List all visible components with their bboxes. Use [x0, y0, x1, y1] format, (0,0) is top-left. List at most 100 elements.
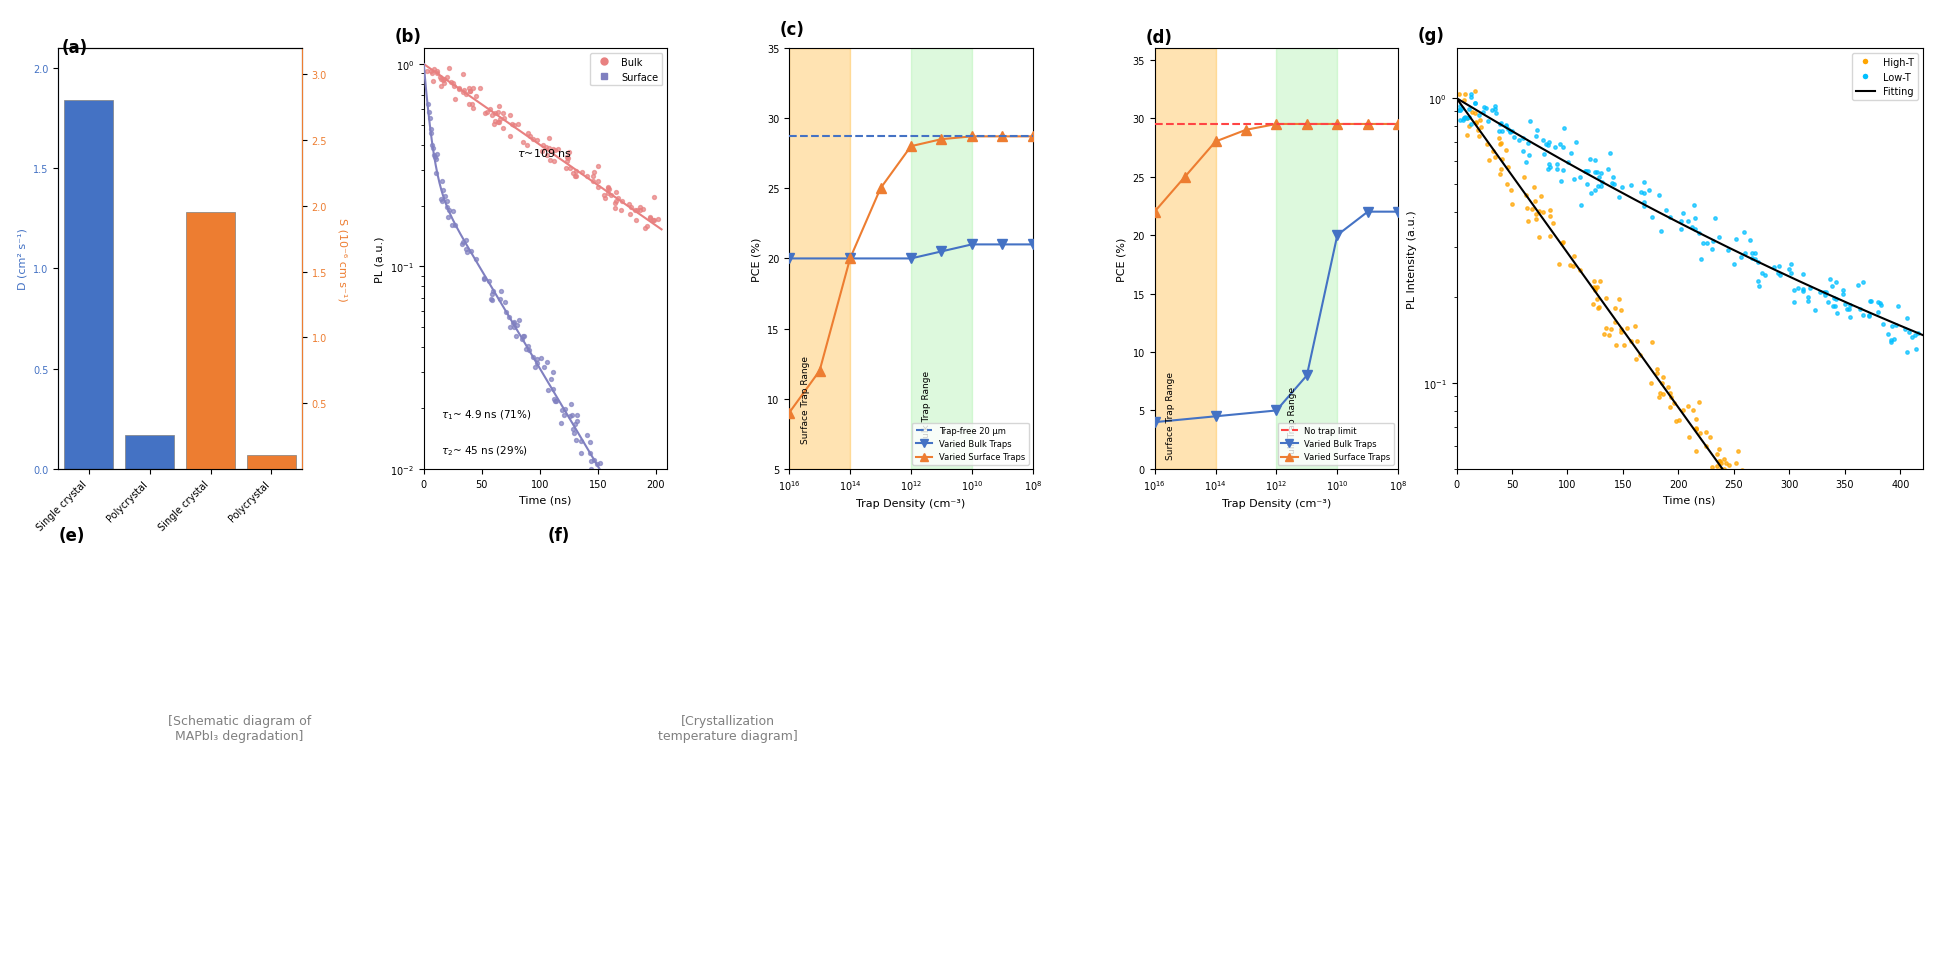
Point [1453, 102, 1484, 117]
Point [1742, 274, 1773, 289]
Point [507, 135, 538, 151]
Point [1824, 489, 1855, 505]
Point [631, 470, 662, 486]
Point [1862, 295, 1893, 311]
Point [1736, 489, 1767, 505]
Point [629, 470, 660, 486]
Point [1872, 328, 1903, 343]
Point [1583, 300, 1614, 316]
Point [552, 152, 583, 167]
Point [552, 150, 583, 165]
Point [1503, 134, 1534, 150]
Point [532, 148, 563, 163]
Point [1658, 396, 1690, 412]
Point [1728, 225, 1759, 241]
Text: (g): (g) [1418, 27, 1445, 45]
Point [625, 200, 656, 215]
Point [1822, 306, 1853, 322]
Point [583, 174, 614, 190]
Point [1548, 235, 1579, 250]
Point [1579, 164, 1610, 180]
Point [458, 101, 489, 116]
Point [575, 462, 606, 477]
Point [1606, 302, 1637, 318]
Point [1491, 177, 1523, 193]
Point [1653, 379, 1684, 395]
Point [1792, 290, 1824, 306]
Point [451, 233, 482, 248]
Point [540, 394, 571, 410]
Text: (a): (a) [62, 39, 87, 57]
Point [495, 129, 526, 145]
Point [1818, 290, 1849, 306]
Point [1886, 489, 1917, 505]
Point [1705, 456, 1736, 471]
Text: $\tau$~109 ns: $\tau$~109 ns [517, 147, 571, 159]
Point [575, 434, 606, 450]
Point [1486, 153, 1517, 168]
Text: (f): (f) [548, 527, 569, 545]
Point [1480, 106, 1511, 121]
Text: Surface Trap Range: Surface Trap Range [1165, 372, 1175, 460]
Point [519, 132, 550, 148]
Point [452, 97, 484, 112]
Point [532, 382, 563, 398]
Point [526, 351, 557, 367]
Point [1445, 103, 1476, 118]
Point [484, 99, 515, 114]
Point [1851, 489, 1882, 505]
Point [1825, 489, 1857, 505]
Point [1647, 387, 1678, 403]
Point [1713, 244, 1744, 259]
Point [1453, 111, 1484, 126]
Point [606, 194, 637, 209]
Point [1497, 124, 1528, 140]
Point [592, 180, 623, 196]
Point [1862, 489, 1893, 505]
Point [1456, 105, 1488, 120]
Point [419, 165, 451, 181]
Point [1579, 280, 1610, 295]
Point [1699, 211, 1730, 227]
Point [571, 427, 602, 443]
Point [1625, 347, 1657, 363]
X-axis label: Trap Density (cm⁻³): Trap Density (cm⁻³) [856, 499, 965, 509]
Point [1697, 243, 1728, 258]
Point [1523, 204, 1554, 220]
Point [1524, 230, 1556, 245]
Text: [Schematic diagram of
MAPbI₃ degradation]: [Schematic diagram of MAPbI₃ degradation… [167, 715, 311, 742]
Point [1835, 489, 1866, 505]
Point [1464, 129, 1495, 145]
Point [1449, 111, 1480, 126]
X-axis label: Trap Density (cm⁻³): Trap Density (cm⁻³) [1222, 499, 1330, 509]
Point [586, 470, 618, 486]
Point [1462, 108, 1493, 123]
Point [1583, 300, 1614, 316]
Point [493, 310, 524, 326]
Bar [247, 456, 295, 469]
Point [1585, 274, 1616, 289]
Point [1892, 345, 1923, 361]
Point [1771, 489, 1802, 505]
Point [1680, 422, 1711, 437]
Point [637, 470, 668, 486]
Point [1629, 175, 1660, 191]
Point [557, 422, 588, 438]
Point [1787, 489, 1818, 505]
Point [1456, 90, 1488, 106]
Point [425, 195, 456, 210]
Point [1604, 191, 1635, 206]
Point [454, 80, 486, 96]
Point [536, 372, 567, 387]
Point [1486, 136, 1517, 152]
Point [1662, 413, 1693, 428]
Point [1620, 319, 1651, 334]
Point [1660, 414, 1691, 429]
Point [1627, 196, 1658, 211]
Point [1524, 189, 1556, 204]
Point [460, 251, 491, 267]
Point [592, 470, 623, 486]
Point [557, 426, 588, 442]
Point [629, 220, 660, 236]
Point [1491, 118, 1523, 134]
